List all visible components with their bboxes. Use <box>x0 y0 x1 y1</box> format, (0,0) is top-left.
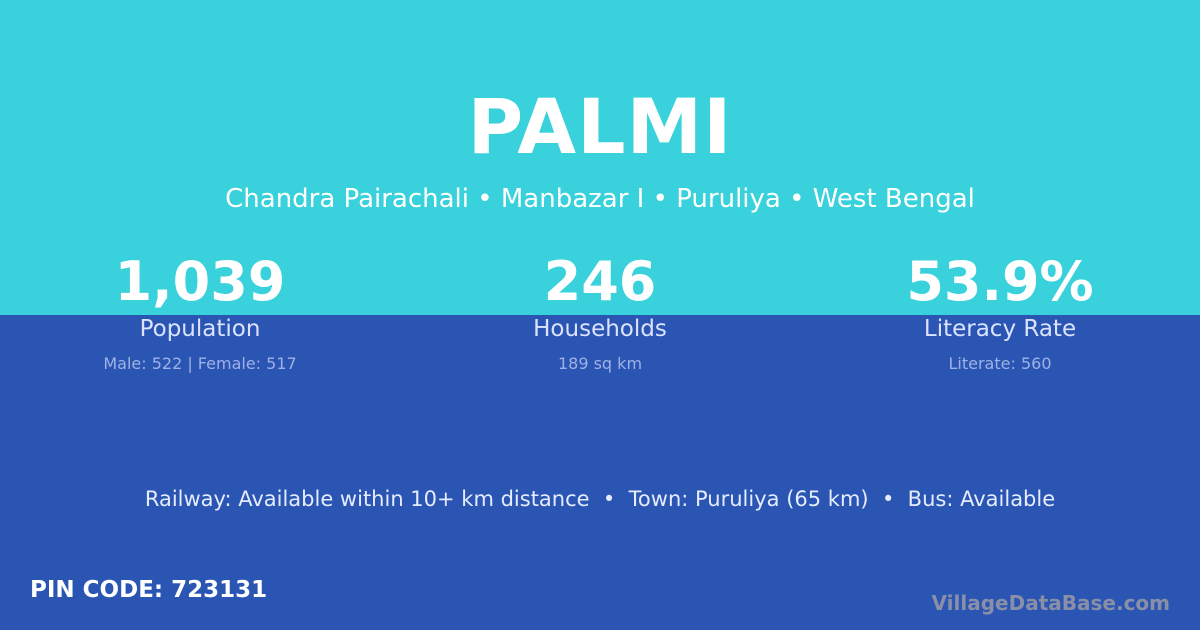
literacy-detail: Literate: 560 <box>948 354 1052 373</box>
population-detail: Male: 522 | Female: 517 <box>103 354 297 373</box>
connectivity-info: Railway: Available within 10+ km distanc… <box>144 487 1056 511</box>
area-detail: 189 sq km <box>557 354 643 373</box>
households-value: 246 <box>543 250 657 313</box>
body-band <box>0 315 1200 630</box>
village-name: PALMI <box>467 82 733 171</box>
pin-code: PIN CODE: 723131 <box>30 577 268 603</box>
brand-watermark: VillageDataBase.com <box>931 591 1170 615</box>
population-label: Population <box>139 316 261 342</box>
literacy-label: Literacy Rate <box>923 316 1077 342</box>
village-location: Chandra Pairachali • Manbazar I • Puruli… <box>225 184 975 214</box>
header-band <box>0 0 1200 315</box>
population-value: 1,039 <box>114 250 286 313</box>
literacy-value: 53.9% <box>906 250 1094 313</box>
households-label: Households <box>533 316 667 342</box>
